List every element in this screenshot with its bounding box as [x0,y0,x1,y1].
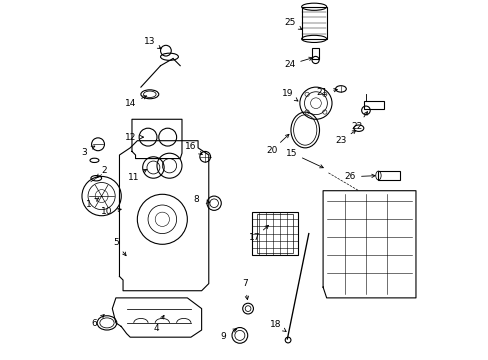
Text: 25: 25 [284,18,296,27]
Text: 15: 15 [285,149,297,158]
Text: 24: 24 [284,60,295,69]
Text: 10: 10 [101,207,112,216]
Text: 1: 1 [86,200,92,209]
Bar [251,212,298,255]
Text: 14: 14 [125,99,137,108]
Text: 17: 17 [248,233,260,242]
Text: 21: 21 [316,88,327,97]
Bar [378,171,399,180]
Text: 11: 11 [127,173,139,182]
Text: 19: 19 [281,89,292,98]
Text: 8: 8 [193,195,199,204]
Bar [257,214,292,253]
Text: 5: 5 [113,238,118,247]
Text: 20: 20 [266,146,277,155]
Bar [301,7,326,39]
Text: 18: 18 [269,320,281,329]
Bar [312,48,318,59]
Text: 16: 16 [185,141,196,150]
Text: 9: 9 [220,332,226,341]
Text: 4: 4 [153,324,159,333]
Text: 6: 6 [91,319,97,328]
Text: 13: 13 [143,37,155,46]
Bar [364,101,383,109]
Text: 2: 2 [102,166,107,175]
Text: 3: 3 [81,148,86,157]
Text: 22: 22 [351,122,362,131]
Text: 12: 12 [124,132,136,141]
Text: 26: 26 [344,172,355,181]
Text: 7: 7 [242,279,247,288]
Text: 23: 23 [335,136,346,145]
